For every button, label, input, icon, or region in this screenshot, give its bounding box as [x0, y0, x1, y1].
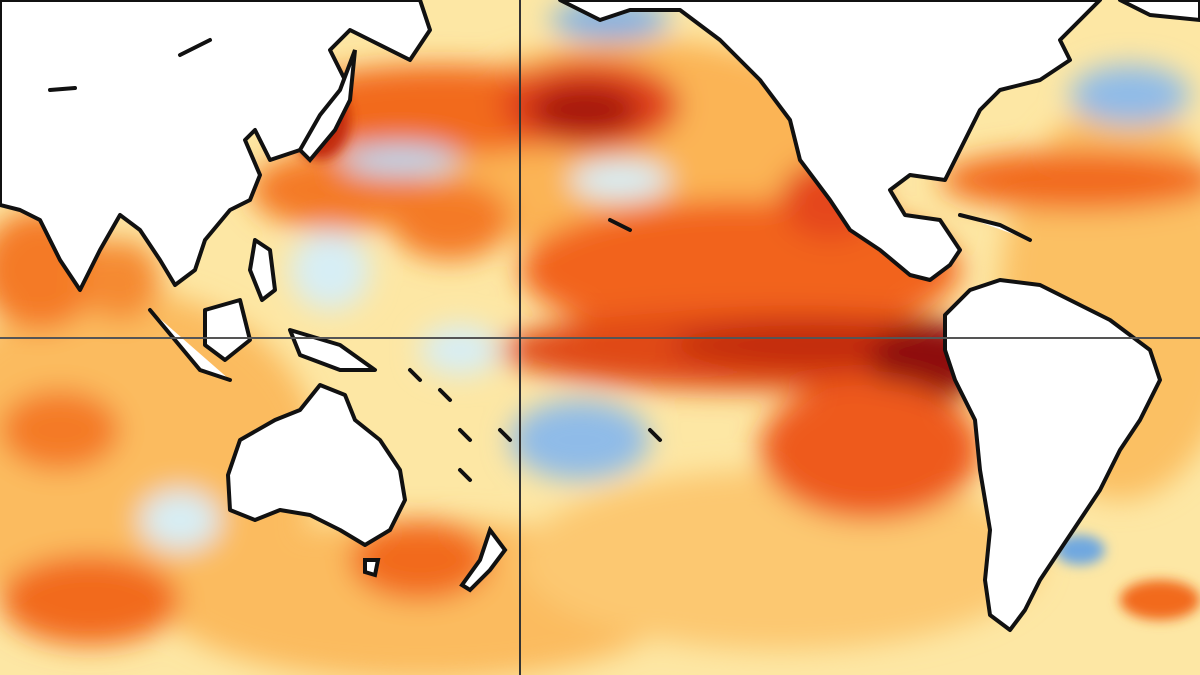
south-america	[943, 278, 1162, 632]
pacific-islands	[408, 368, 662, 482]
caribbean	[958, 213, 1032, 242]
new-zealand	[459, 525, 508, 593]
sumatra	[148, 308, 232, 382]
new-guinea	[288, 328, 377, 372]
philippines	[248, 238, 277, 302]
japan	[297, 49, 357, 163]
borneo	[203, 298, 252, 362]
greenland-edge	[1118, 0, 1200, 22]
australia	[226, 383, 407, 547]
coastlines	[0, 0, 1200, 632]
north-america	[558, 0, 1102, 282]
aleutians	[48, 38, 632, 232]
asia	[0, 0, 432, 292]
tasmania	[363, 558, 381, 578]
